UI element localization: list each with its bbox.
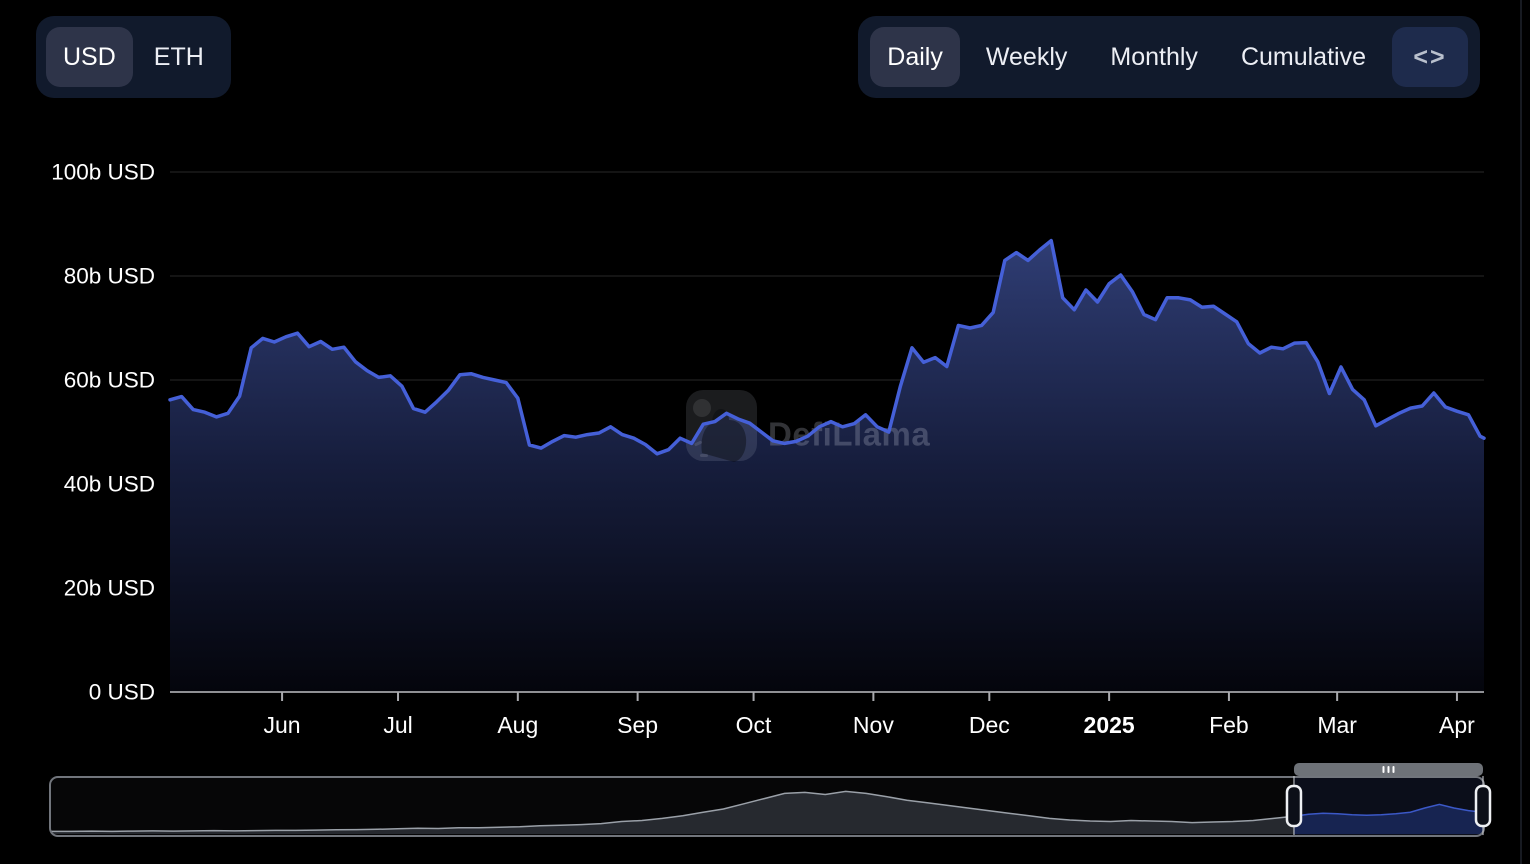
brush-history-area <box>51 791 1294 834</box>
time-range-brush[interactable] <box>40 752 1510 856</box>
y-axis-label: 80b USD <box>64 264 155 289</box>
x-axis-label: Dec <box>969 712 1010 738</box>
tvl-area-chart[interactable]: 100b USD 80b USD 60b USD 40b USD 20b USD 0 US… <box>0 112 1530 762</box>
y-axis-label: 0 USD <box>89 680 155 705</box>
drag-grip-icon <box>1392 766 1395 773</box>
x-axis-label: 2025 <box>1084 712 1135 738</box>
tab-daily[interactable]: Daily <box>870 27 960 87</box>
watermark-logo <box>686 390 757 461</box>
x-axis-label: Sep <box>617 712 658 738</box>
drag-grip-icon <box>1387 766 1390 773</box>
watermark-text: DefiLlama <box>768 416 930 453</box>
x-axis-label: Jun <box>264 712 301 738</box>
x-axis-label: Mar <box>1317 712 1357 738</box>
tab-weekly[interactable]: Weekly <box>969 27 1085 87</box>
tvl-line <box>168 238 1486 456</box>
brush-selection-region[interactable] <box>1293 777 1483 835</box>
llama-icon-detail <box>700 454 708 457</box>
drag-grip-icon <box>1382 766 1385 773</box>
x-axis-label: Nov <box>853 712 894 738</box>
tab-cumulative[interactable]: Cumulative <box>1224 27 1383 87</box>
x-axis-label: Feb <box>1209 712 1249 738</box>
watermark: DefiLlama <box>686 390 930 462</box>
tab-monthly[interactable]: Monthly <box>1093 27 1215 87</box>
currency-option-eth[interactable]: ETH <box>137 27 221 87</box>
x-axis-label: Oct <box>736 712 772 738</box>
sun-icon <box>693 399 711 417</box>
x-axis-label: Jul <box>383 712 412 738</box>
y-axis-label: 40b USD <box>64 472 155 497</box>
brush-selected-area <box>1294 804 1483 834</box>
brush-history-line <box>51 790 1295 833</box>
brush-selected-line <box>1293 803 1484 818</box>
y-axis-label: 100b USD <box>51 160 155 185</box>
y-axis-label: 60b USD <box>64 368 155 393</box>
x-axis-label: Apr <box>1439 712 1475 738</box>
panel-edge-divider <box>1520 0 1522 864</box>
interval-tabs: Daily Weekly Monthly Cumulative <> <box>858 16 1480 98</box>
llama-icon-detail <box>694 440 702 447</box>
code-icon: <> <box>1413 42 1447 71</box>
embed-chart-button[interactable]: <> <box>1392 27 1468 87</box>
currency-toggle: USD ETH <box>36 16 231 98</box>
brush-left-handle[interactable] <box>1285 784 1303 828</box>
currency-option-usd[interactable]: USD <box>46 27 133 87</box>
brush-right-handle[interactable] <box>1474 784 1492 828</box>
y-axis-label: 20b USD <box>64 576 155 601</box>
x-axis-label: Aug <box>497 712 538 738</box>
tvl-area <box>170 240 1484 692</box>
